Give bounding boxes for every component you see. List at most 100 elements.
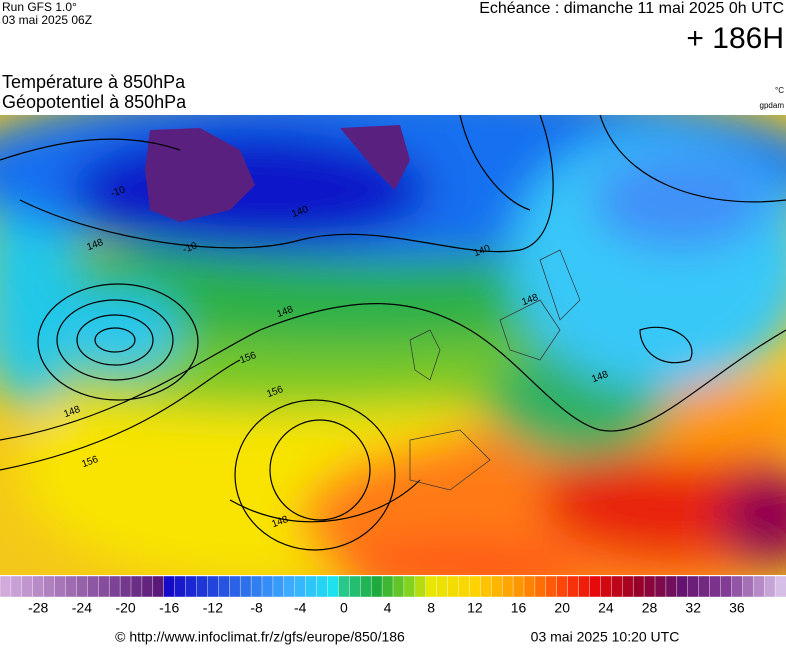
color-swatch	[294, 575, 307, 598]
color-swatch	[87, 575, 99, 598]
color-swatch	[753, 575, 765, 598]
color-swatch	[469, 575, 481, 598]
unit: gpdam	[760, 101, 785, 110]
lead-time: + 186H	[686, 22, 784, 55]
color-swatch	[119, 575, 132, 598]
color-swatch	[338, 575, 350, 598]
color-swatch	[76, 575, 88, 598]
color-swatch	[447, 575, 460, 598]
color-swatch	[229, 575, 241, 598]
color-swatch	[65, 575, 77, 598]
run-date: 03 mai 2025 06Z	[2, 13, 92, 27]
map	[0, 115, 786, 575]
color-swatch	[43, 575, 56, 598]
color-swatch	[720, 575, 732, 598]
color-swatch	[578, 575, 590, 598]
color-swatch	[98, 575, 110, 598]
colorbar-tick-label: 32	[685, 600, 701, 616]
run: Run GFS 1.0°	[2, 0, 77, 14]
color-swatch	[742, 575, 754, 598]
color-swatch	[458, 575, 470, 598]
color-swatch	[501, 575, 514, 598]
color-swatch	[349, 575, 361, 598]
colorbar-tick-label: -28	[28, 600, 48, 616]
color-swatch	[632, 575, 645, 598]
color-swatch	[283, 575, 296, 598]
color-swatch	[523, 575, 536, 598]
colorbar-tick-label: 36	[729, 600, 745, 616]
color-swatch	[567, 575, 580, 598]
color-swatch	[316, 575, 329, 598]
colorbar-tick-label: 28	[642, 600, 658, 616]
color-swatch	[272, 575, 285, 598]
unit: °C	[775, 86, 784, 95]
colorbar-tick-label: -12	[203, 600, 223, 616]
color-swatch	[556, 575, 569, 598]
colorbar-tick-label: 20	[554, 600, 570, 616]
colorbar-tick-label: 16	[511, 600, 527, 616]
colorbar-tick-label: -4	[294, 600, 307, 616]
color-swatch	[611, 575, 623, 598]
color-swatch	[108, 575, 121, 598]
color-swatch	[0, 575, 12, 598]
generated-date: 03 mai 2025 10:20 UTC	[531, 629, 680, 645]
colorbar-tick-label: -24	[72, 600, 92, 616]
color-swatch	[392, 575, 405, 598]
color-swatch	[687, 575, 700, 598]
color-swatch	[622, 575, 634, 598]
color-swatch	[654, 575, 667, 598]
color-swatch	[676, 575, 689, 598]
title: Géopotentiel à 850hPa	[2, 92, 187, 112]
color-swatch	[360, 575, 372, 598]
contour-label: -10	[181, 240, 199, 255]
colorbar-tick-label: -8	[250, 600, 263, 616]
color-swatch	[436, 575, 449, 598]
color-swatch	[403, 575, 416, 598]
color-swatch	[174, 575, 187, 598]
colorbar-tick-label: -20	[115, 600, 135, 616]
color-swatch	[152, 575, 165, 598]
color-swatch	[589, 575, 601, 598]
valid-time: Echéance : dimanche 11 mai 2025 0h UTC	[479, 0, 784, 17]
color-swatch	[32, 575, 45, 598]
color-swatch	[534, 575, 547, 598]
color-swatch	[185, 575, 197, 598]
source-url: © http://www.infoclimat.fr/z/gfs/europe/…	[115, 629, 405, 645]
color-swatch	[54, 575, 66, 598]
title: Température à 850hPa	[2, 72, 186, 92]
color-swatch	[370, 575, 383, 598]
color-swatch	[305, 575, 318, 598]
color-swatch	[698, 575, 711, 598]
colorbar-tick-label: 12	[467, 600, 483, 616]
colorbar-tick-label: 4	[384, 600, 392, 616]
colorbar-tick-label: 24	[598, 600, 614, 616]
color-swatch	[731, 575, 743, 598]
color-swatch	[512, 575, 525, 598]
color-swatch	[381, 575, 394, 598]
color-swatch	[545, 575, 558, 598]
color-swatch	[218, 575, 230, 598]
colorbar-tick-label: 0	[340, 600, 348, 616]
color-swatch	[665, 575, 678, 598]
color-swatch	[239, 575, 252, 598]
color-swatch	[327, 575, 339, 598]
colorbar-tick-label: -16	[159, 600, 179, 616]
color-swatch	[414, 575, 427, 598]
color-swatch	[196, 575, 208, 598]
color-swatch	[709, 575, 721, 598]
color-swatch	[600, 575, 612, 598]
colorbar-tick-label: 8	[427, 600, 435, 616]
color-swatch	[10, 575, 23, 598]
color-swatch	[207, 575, 219, 598]
color-swatch	[261, 575, 274, 598]
color-swatch	[774, 575, 786, 598]
color-swatch	[130, 575, 143, 598]
color-swatch	[480, 575, 492, 598]
color-swatch	[163, 575, 176, 598]
color-swatch	[425, 575, 438, 598]
color-swatch	[763, 575, 776, 598]
color-swatch	[643, 575, 656, 598]
color-swatch	[250, 575, 263, 598]
colorbar: -28 -24 -20 -16 -12 -8 -4 0 4 8 12 16 20 24 28 32 36	[0, 575, 786, 616]
